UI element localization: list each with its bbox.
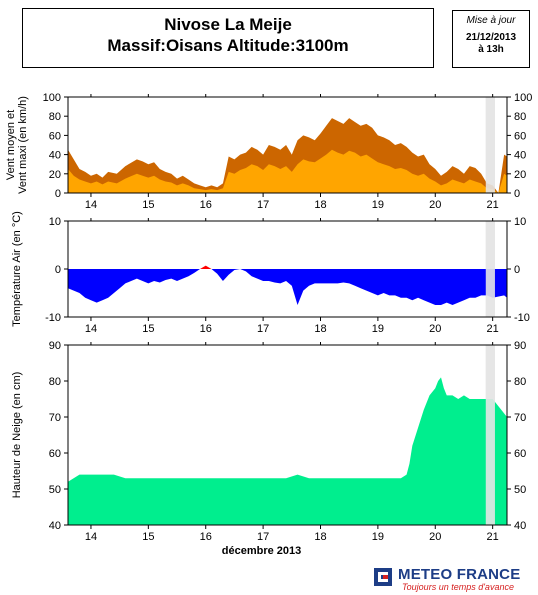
y-tick-label: 90	[49, 340, 61, 352]
station-title: Nivose La Meije	[164, 15, 292, 34]
x-tick-label: 15	[142, 323, 154, 335]
x-tick-label: 19	[372, 323, 384, 335]
x-tick-label: 14	[85, 199, 97, 211]
y-tick-label: 80	[49, 376, 61, 388]
y-tick-label-right: 100	[514, 92, 532, 104]
x-tick-label: 15	[142, 531, 154, 543]
y-tick-label: 60	[49, 130, 61, 142]
y-tick-label: 20	[49, 169, 61, 181]
update-label: Mise à jour	[466, 15, 516, 26]
y-tick-label: 80	[49, 111, 61, 123]
meteo-france-brand: METEO FRANCE Toujours un temps d'avance	[374, 566, 536, 592]
missing-data-band-overlay	[485, 221, 495, 317]
missing-data-band-overlay	[485, 97, 495, 193]
y-tick-label-right: 10	[514, 216, 526, 228]
wind-mean-area	[68, 149, 507, 193]
y-tick-label: 10	[49, 216, 61, 228]
y-tick-label-right: 80	[514, 111, 526, 123]
x-tick-label: 21	[487, 323, 499, 335]
y-tick-label-right: 50	[514, 484, 526, 496]
y-tick-label: 50	[49, 484, 61, 496]
y-tick-label: -10	[45, 312, 61, 324]
y-tick-label-right: 90	[514, 340, 526, 352]
x-tick-label: 18	[314, 323, 326, 335]
x-tick-label: 21	[487, 531, 499, 543]
y-axis-title: Hauteur de Neige (en cm)	[11, 372, 23, 499]
plot-frame	[67, 96, 508, 194]
y-tick-label-right: 70	[514, 412, 526, 424]
x-tick-label: 17	[257, 199, 269, 211]
x-tick-label: 16	[200, 199, 212, 211]
x-tick-label: 17	[257, 531, 269, 543]
plot-frame	[67, 344, 508, 526]
x-tick-label: 16	[200, 323, 212, 335]
x-tick-label: 21	[487, 199, 499, 211]
y-tick-label-right: 20	[514, 169, 526, 181]
y-tick-label-right: 60	[514, 130, 526, 142]
chart-panel-3	[64, 342, 511, 529]
y-tick-label-right: 60	[514, 448, 526, 460]
x-tick-label: 19	[372, 531, 384, 543]
snow-depth-area	[68, 377, 507, 525]
y-tick-label-right: 80	[514, 376, 526, 388]
massif-altitude-title: Massif:Oisans Altitude:3100m	[107, 36, 349, 55]
chart-panel-1	[64, 94, 511, 197]
x-tick-label: 15	[142, 199, 154, 211]
y-tick-label-right: 40	[514, 520, 526, 532]
brand-name: METEO FRANCE	[398, 566, 521, 583]
y-tick-label: 40	[49, 150, 61, 162]
y-tick-label: 70	[49, 412, 61, 424]
x-tick-label: 17	[257, 323, 269, 335]
x-tick-label: 18	[314, 199, 326, 211]
x-tick-label: 18	[314, 531, 326, 543]
x-axis-title: décembre 2013	[222, 545, 302, 557]
x-tick-label: 19	[372, 199, 384, 211]
y-tick-label: 0	[55, 188, 61, 200]
y-tick-label-right: 0	[514, 264, 520, 276]
update-date: 21/12/2013	[465, 32, 517, 43]
x-tick-label: 16	[200, 531, 212, 543]
y-tick-label: 100	[43, 92, 61, 104]
y-tick-label-right: 40	[514, 150, 526, 162]
update-box: Mise à jour 21/12/2013 à 13h	[452, 10, 530, 68]
y-axis-title: Température Air (en °C)	[11, 211, 23, 327]
update-time: à 13h	[478, 44, 504, 55]
y-tick-label: 0	[55, 264, 61, 276]
missing-data-band-overlay	[485, 345, 495, 525]
y-axis-title: Vent maxi (en km/h)	[17, 96, 29, 194]
x-tick-label: 14	[85, 531, 97, 543]
temperature-negative-area	[68, 269, 507, 305]
y-tick-label-right: -10	[514, 312, 530, 324]
meteo-france-logo-icon	[374, 568, 392, 586]
x-tick-label: 20	[429, 531, 441, 543]
x-tick-label: 14	[85, 323, 97, 335]
y-tick-label-right: 0	[514, 188, 520, 200]
y-tick-label: 40	[49, 520, 61, 532]
chart-panel-2	[64, 218, 511, 321]
x-tick-label: 20	[429, 323, 441, 335]
y-tick-label: 60	[49, 448, 61, 460]
brand-slogan: Toujours un temps d'avance	[402, 582, 514, 592]
x-tick-label: 20	[429, 199, 441, 211]
y-axis-title: Vent moyen et	[5, 110, 17, 180]
title-box: Nivose La Meije Massif:Oisans Altitude:3…	[22, 8, 434, 68]
